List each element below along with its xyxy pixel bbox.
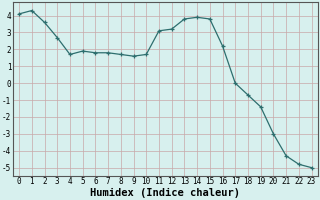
- X-axis label: Humidex (Indice chaleur): Humidex (Indice chaleur): [90, 188, 240, 198]
